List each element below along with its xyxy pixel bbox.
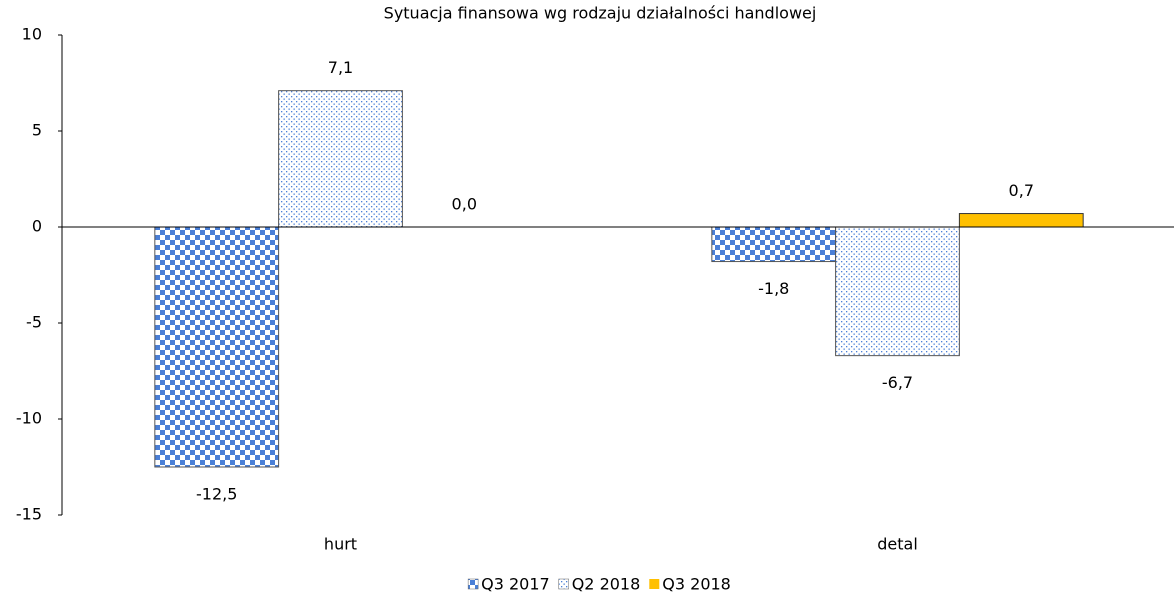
value-label: 0,0 bbox=[452, 195, 477, 214]
y-tick-label: 0 bbox=[32, 217, 42, 236]
bar bbox=[958, 213, 1084, 228]
value-label: 7,1 bbox=[328, 58, 353, 77]
y-tick-label: -15 bbox=[16, 505, 42, 524]
legend-label: Q2 2018 bbox=[572, 575, 641, 594]
y-tick-label: -5 bbox=[26, 313, 42, 332]
bar bbox=[835, 226, 960, 357]
legend-label: Q3 2018 bbox=[662, 575, 731, 594]
legend-swatch bbox=[467, 578, 479, 590]
y-tick-label: 10 bbox=[22, 25, 42, 44]
value-label: 0,7 bbox=[1009, 181, 1034, 200]
value-label: -1,8 bbox=[758, 279, 789, 298]
y-tick-label: -10 bbox=[16, 409, 42, 428]
y-tick-label: 5 bbox=[32, 121, 42, 140]
legend-swatch bbox=[649, 579, 660, 589]
value-label: -12,5 bbox=[196, 485, 237, 504]
bar bbox=[154, 226, 280, 468]
x-tick-label: hurt bbox=[324, 535, 357, 554]
value-label: -6,7 bbox=[882, 373, 913, 392]
legend-label: Q3 2017 bbox=[481, 575, 550, 594]
chart-title: Sytuacja finansowa wg rodzaju działalnoś… bbox=[384, 4, 817, 23]
bar bbox=[711, 226, 837, 263]
bar bbox=[278, 90, 403, 228]
legend-swatch bbox=[558, 578, 569, 590]
x-tick-label: detal bbox=[877, 535, 918, 554]
